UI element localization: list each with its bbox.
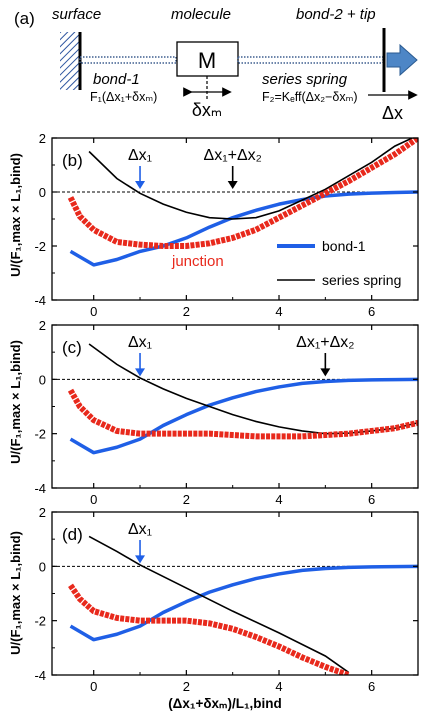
bond1-spring bbox=[79, 56, 177, 64]
y-tick-label: 0 bbox=[39, 185, 46, 200]
plot-frame bbox=[51, 324, 419, 489]
spring-label: series spring bbox=[262, 71, 348, 88]
y-tick-label: -2 bbox=[34, 614, 46, 629]
y-axis-label-d: U/(F₁,max × L₁,bind) bbox=[8, 531, 23, 655]
molecule-label: molecule bbox=[171, 6, 231, 23]
marker-arrow-icon bbox=[135, 555, 146, 564]
panel-label: (d) bbox=[62, 525, 83, 544]
marker-label: Δx₁+Δx₂ bbox=[296, 334, 354, 351]
legend-bond1-label: bond-1 bbox=[322, 238, 366, 254]
y-tick-label: -2 bbox=[34, 239, 46, 254]
panel-0: 0 2 4 6 -4 -2 0 2 (b) Δx₁ Δx₁+Δx₂ bbox=[34, 131, 419, 319]
marker-arrow-icon bbox=[135, 368, 146, 377]
x-tick-label: 4 bbox=[275, 492, 282, 507]
displacement-label: δxₘ bbox=[192, 100, 222, 120]
panel-label: (b) bbox=[62, 151, 83, 170]
panel-1: 0 2 4 6 -4 -2 0 2 (c) Δx₁ Δx₁+Δx₂ bbox=[34, 318, 419, 507]
x-tick-label: 4 bbox=[275, 679, 282, 694]
series-line-bond1 bbox=[69, 564, 418, 642]
series-line-bond1 bbox=[69, 377, 418, 455]
panel-a-label: (a) bbox=[14, 9, 35, 28]
x-tick-label: 0 bbox=[90, 492, 97, 507]
x-tick-label: 0 bbox=[90, 679, 97, 694]
series-group bbox=[68, 535, 418, 675]
tip-label: bond-2 + tip bbox=[296, 6, 376, 23]
y-axis-label-c: U/(F₁,max × L₁,bind) bbox=[8, 340, 23, 464]
series-spring bbox=[237, 56, 384, 64]
panels-container: 0 2 4 6 -4 -2 0 2 (b) Δx₁ Δx₁+Δx₂ 0 2 4 6 -4 -2 0 2 (c) Δx₁ Δ… bbox=[34, 131, 419, 694]
x-tick-label: 2 bbox=[183, 492, 190, 507]
series-line-spring bbox=[88, 535, 349, 673]
spring-formula: F₂=Kₑff(Δx₂−δxₘ) bbox=[262, 90, 358, 104]
panel-2: 0 2 4 6 -4 -2 0 2 (d) Δx₁ bbox=[34, 505, 419, 694]
x-tick-label: 2 bbox=[183, 679, 190, 694]
series-line-bond1 bbox=[69, 190, 418, 267]
marker-label: Δx₁ bbox=[128, 334, 152, 351]
plot-frame bbox=[51, 511, 419, 676]
y-tick-label: 2 bbox=[39, 318, 46, 333]
y-tick-label: 2 bbox=[39, 131, 46, 146]
series-line-junction bbox=[67, 388, 418, 440]
marker-arrow-icon bbox=[320, 368, 331, 377]
y-tick-label: 0 bbox=[39, 372, 46, 387]
schematic-panel: (a) surface molecule bond-2 + tip M δxₘ … bbox=[14, 6, 418, 123]
y-tick-label: -2 bbox=[34, 427, 46, 442]
pull-arrow-icon bbox=[386, 43, 418, 77]
bond1-formula: F₁(Δx₁+δxₘ) bbox=[90, 90, 157, 104]
y-tick-label: -4 bbox=[34, 481, 46, 496]
x-axis-label: (Δx₁+δxₘ)/L₁,bind bbox=[168, 696, 282, 711]
marker-label: Δx₁+Δx₂ bbox=[204, 147, 262, 164]
x-tick-label: 6 bbox=[368, 304, 375, 319]
marker-label: Δx₁ bbox=[128, 521, 152, 538]
pull-label: Δx bbox=[382, 103, 403, 123]
marker-arrow-icon bbox=[227, 181, 238, 189]
bond1-label: bond-1 bbox=[93, 71, 140, 88]
series-line-spring bbox=[88, 138, 415, 220]
surface-block bbox=[60, 32, 80, 90]
y-axis-label-b: U/(F₁,max × L₁,bind) bbox=[8, 153, 23, 277]
legend: bond-1 series spring junction bbox=[171, 238, 401, 288]
y-tick-label: -4 bbox=[34, 293, 46, 308]
x-tick-label: 4 bbox=[275, 304, 282, 319]
x-tick-label: 6 bbox=[368, 492, 375, 507]
x-tick-label: 6 bbox=[368, 679, 375, 694]
x-tick-label: 0 bbox=[90, 304, 97, 319]
series-line-spring bbox=[88, 343, 418, 435]
panel-label: (c) bbox=[62, 338, 82, 357]
marker-arrow-icon bbox=[135, 181, 146, 189]
y-tick-label: 2 bbox=[39, 505, 46, 520]
y-tick-label: 0 bbox=[39, 559, 46, 574]
legend-junction-label: junction bbox=[171, 253, 224, 270]
surface-label: surface bbox=[52, 6, 101, 23]
series-line-junction bbox=[67, 138, 418, 249]
y-tick-label: -4 bbox=[34, 668, 46, 683]
molecule-box-label: M bbox=[198, 48, 216, 73]
series-line-junction bbox=[68, 583, 350, 675]
x-tick-label: 2 bbox=[183, 304, 190, 319]
marker-label: Δx₁ bbox=[128, 147, 152, 164]
series-group bbox=[67, 343, 418, 455]
legend-spring-label: series spring bbox=[322, 272, 401, 288]
series-group bbox=[67, 138, 418, 267]
